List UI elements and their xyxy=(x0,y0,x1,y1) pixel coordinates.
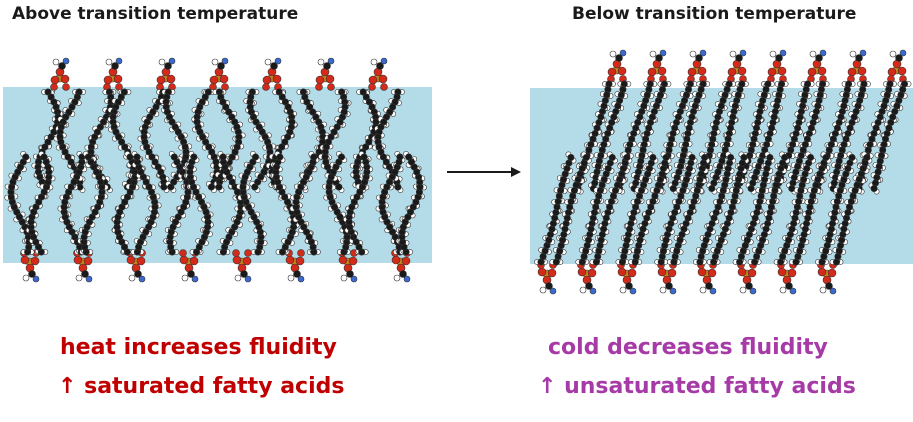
cold-caption: cold decreases fluidity xyxy=(548,335,828,360)
left-panel-title: Above transition temperature xyxy=(12,4,299,24)
ordered-lipid-chains xyxy=(534,49,912,295)
fluid-membrane-diagram xyxy=(3,57,432,283)
saturated-caption: ↑ saturated fatty acids xyxy=(58,374,345,399)
heat-caption: heat increases fluidity xyxy=(60,335,337,360)
disordered-lipid-chains xyxy=(4,57,427,283)
right-panel-title: Below transition temperature xyxy=(572,4,857,24)
transition-arrow-icon xyxy=(447,167,521,177)
unsaturated-caption: ↑ unsaturated fatty acids xyxy=(538,374,856,399)
ordered-membrane-diagram xyxy=(530,49,913,295)
